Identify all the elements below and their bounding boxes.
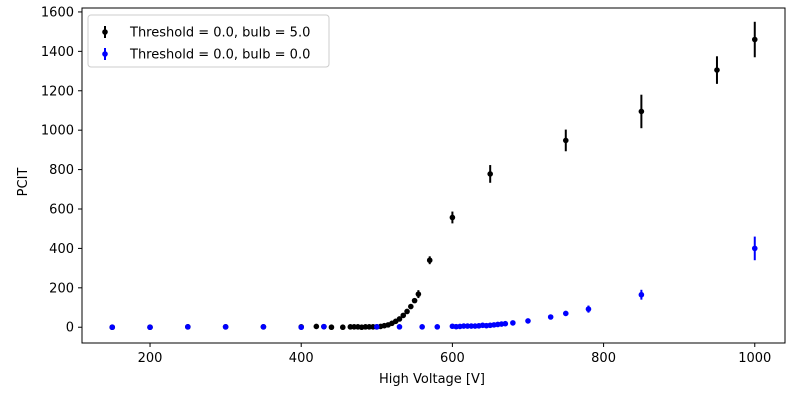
x-axis-label: High Voltage [V] bbox=[379, 372, 485, 387]
y-tick-label: 1600 bbox=[41, 5, 74, 20]
data-point bbox=[638, 291, 645, 298]
axes-frame bbox=[81, 7, 786, 344]
y-tick-label: 1000 bbox=[41, 124, 74, 139]
x-tick-label: 200 bbox=[138, 351, 163, 366]
x-tick-label: 600 bbox=[440, 351, 465, 366]
data-point bbox=[404, 308, 410, 315]
y-tick-label: 600 bbox=[49, 203, 74, 218]
data-point bbox=[638, 108, 645, 115]
data-point bbox=[714, 67, 720, 73]
y-tick-label: 0 bbox=[66, 321, 74, 336]
data-point bbox=[426, 257, 433, 264]
data-point bbox=[374, 324, 380, 330]
y-tick-label: 1400 bbox=[41, 45, 74, 60]
x-tick-label: 800 bbox=[591, 351, 616, 366]
data-point bbox=[408, 303, 414, 310]
legend-box bbox=[87, 14, 330, 68]
data-point bbox=[562, 310, 569, 317]
data-point bbox=[147, 324, 153, 331]
x-axis: 200 400 600 800 1000 bbox=[138, 343, 771, 366]
data-point bbox=[419, 324, 425, 330]
legend-marker bbox=[102, 51, 108, 57]
data-point bbox=[339, 324, 346, 331]
data-point bbox=[510, 320, 516, 326]
plot-area bbox=[81, 7, 786, 344]
legend-marker bbox=[102, 29, 108, 35]
data-point bbox=[185, 324, 191, 330]
data-point bbox=[321, 323, 327, 330]
legend-item: Threshold = 0.0, bulb = 0.0 bbox=[102, 48, 310, 63]
data-point bbox=[562, 137, 569, 144]
data-point bbox=[109, 324, 116, 331]
series-0 bbox=[109, 21, 758, 331]
data-point bbox=[751, 245, 758, 252]
data-point bbox=[502, 320, 509, 327]
legend-label: Threshold = 0.0, bulb = 0.0 bbox=[129, 48, 310, 63]
series-1 bbox=[109, 236, 758, 331]
y-tick-label: 1200 bbox=[41, 84, 74, 99]
y-tick-label: 200 bbox=[49, 281, 74, 296]
x-tick-label: 1000 bbox=[738, 351, 771, 366]
data-point bbox=[751, 36, 758, 43]
data-point bbox=[585, 306, 592, 312]
data-point bbox=[313, 323, 320, 330]
data-point bbox=[400, 312, 407, 319]
data-point bbox=[487, 171, 493, 177]
data-point bbox=[298, 324, 305, 331]
y-tick-label: 800 bbox=[49, 163, 74, 178]
y-tick-label: 400 bbox=[49, 242, 74, 257]
data-point bbox=[260, 324, 267, 330]
x-tick-label: 400 bbox=[289, 351, 314, 366]
data-point bbox=[525, 318, 531, 324]
data-point bbox=[434, 324, 441, 330]
legend: Threshold = 0.0, bulb = 5.0 Threshold = 0… bbox=[87, 14, 330, 68]
y-axis: 0 200 400 600 800 1000 1200 1400 1600 bbox=[41, 5, 82, 336]
legend-item: Threshold = 0.0, bulb = 5.0 bbox=[102, 26, 310, 41]
data-point bbox=[396, 316, 403, 322]
data-point bbox=[547, 314, 554, 320]
data-point bbox=[415, 291, 422, 297]
data-point bbox=[449, 214, 456, 221]
y-axis-label: PCIT bbox=[16, 168, 31, 197]
data-point bbox=[222, 324, 229, 330]
data-point bbox=[328, 324, 335, 331]
legend-label: Threshold = 0.0, bulb = 5.0 bbox=[129, 26, 310, 41]
data-point bbox=[396, 324, 403, 330]
data-point bbox=[411, 297, 418, 304]
